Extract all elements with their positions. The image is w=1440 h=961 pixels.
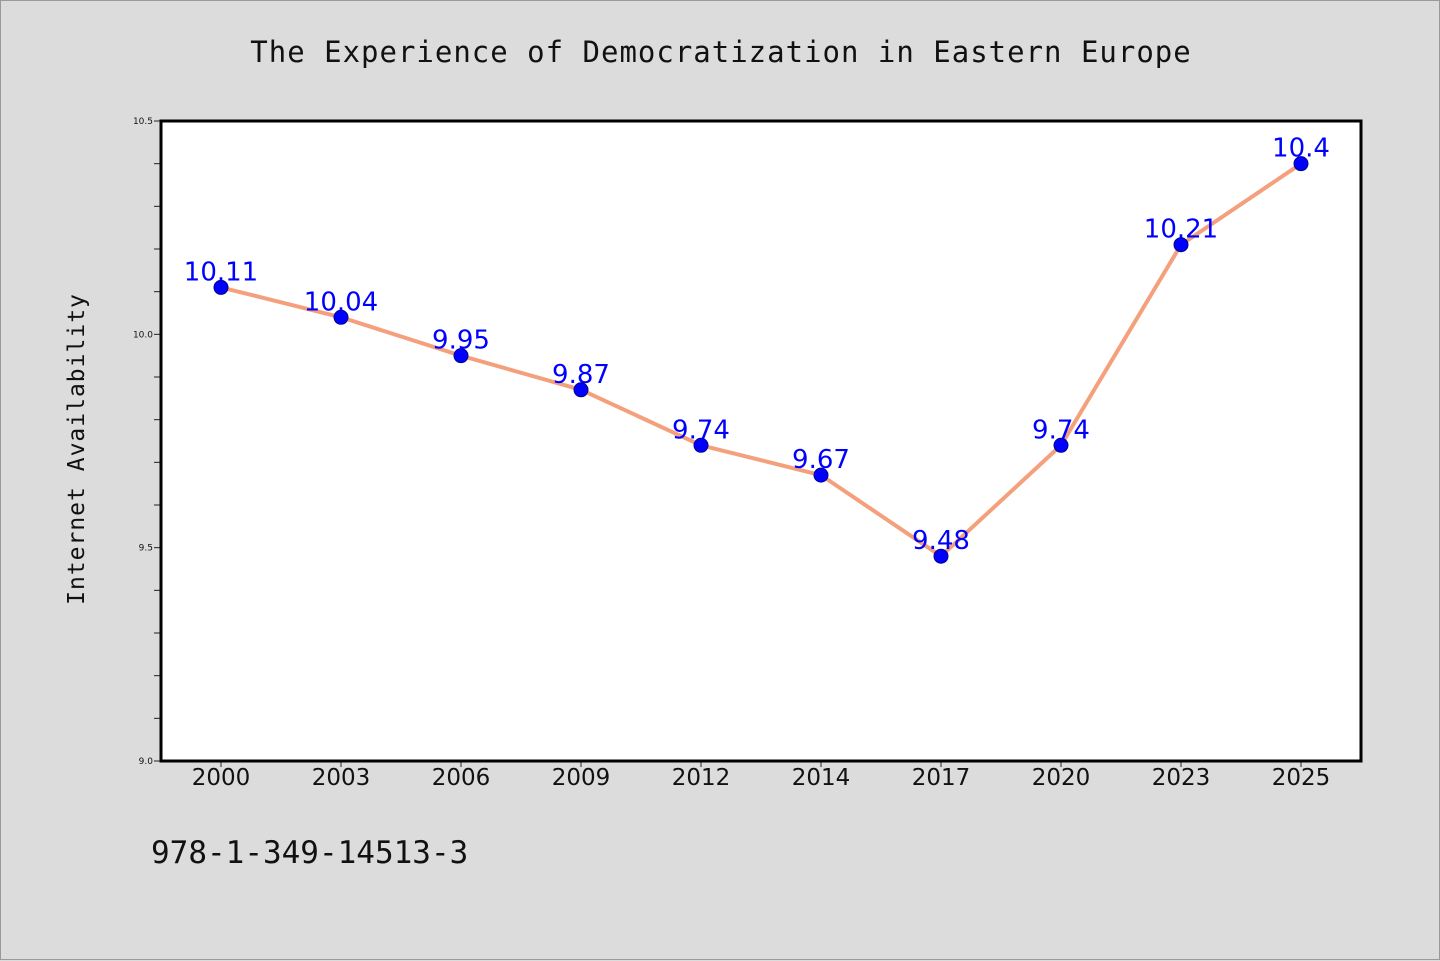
x-tick-label: 2023 bbox=[1152, 765, 1211, 791]
data-point bbox=[813, 467, 829, 483]
series-line bbox=[219, 161, 1303, 559]
x-tick-label: 2017 bbox=[912, 765, 971, 791]
data-point bbox=[333, 309, 349, 325]
data-point bbox=[933, 548, 949, 564]
y-tick-label: 9.0 bbox=[139, 757, 154, 767]
y-tick-label: 10.0 bbox=[133, 330, 153, 340]
data-label: 9.74 bbox=[672, 415, 730, 445]
data-label: 10.4 bbox=[1272, 134, 1330, 164]
data-label: 9.87 bbox=[552, 360, 610, 390]
plot-area bbox=[161, 121, 1361, 761]
chart-title: The Experience of Democratization in Eas… bbox=[250, 35, 1192, 69]
data-label: 10.11 bbox=[184, 257, 258, 287]
x-tick-label: 2003 bbox=[312, 765, 371, 791]
x-tick-label: 2014 bbox=[792, 765, 851, 791]
x-tick-label: 2000 bbox=[192, 765, 251, 791]
isbn-text: 978-1-349-14513-3 bbox=[151, 835, 469, 871]
data-label: 9.67 bbox=[792, 445, 850, 475]
data-point bbox=[1053, 437, 1069, 453]
data-point bbox=[1173, 237, 1189, 253]
data-point bbox=[453, 348, 469, 364]
x-tick-label: 2009 bbox=[552, 765, 611, 791]
x-tick-label: 2025 bbox=[1272, 765, 1331, 791]
data-label: 9.74 bbox=[1032, 415, 1090, 445]
x-tick-label: 2020 bbox=[1032, 765, 1091, 791]
y-tick-label: 10.5 bbox=[133, 117, 153, 127]
x-tick-label: 2012 bbox=[672, 765, 731, 791]
data-point bbox=[213, 279, 229, 295]
data-label: 10.04 bbox=[304, 287, 378, 317]
y-tick-label: 9.5 bbox=[139, 544, 153, 554]
data-point bbox=[1293, 156, 1309, 172]
x-tick-label: 2006 bbox=[432, 765, 491, 791]
data-label: 9.95 bbox=[432, 326, 490, 356]
plot-border bbox=[159, 119, 1363, 763]
data-point bbox=[573, 382, 589, 398]
data-label: 10.21 bbox=[1144, 215, 1218, 245]
data-point bbox=[693, 437, 709, 453]
data-label: 9.48 bbox=[912, 526, 970, 556]
